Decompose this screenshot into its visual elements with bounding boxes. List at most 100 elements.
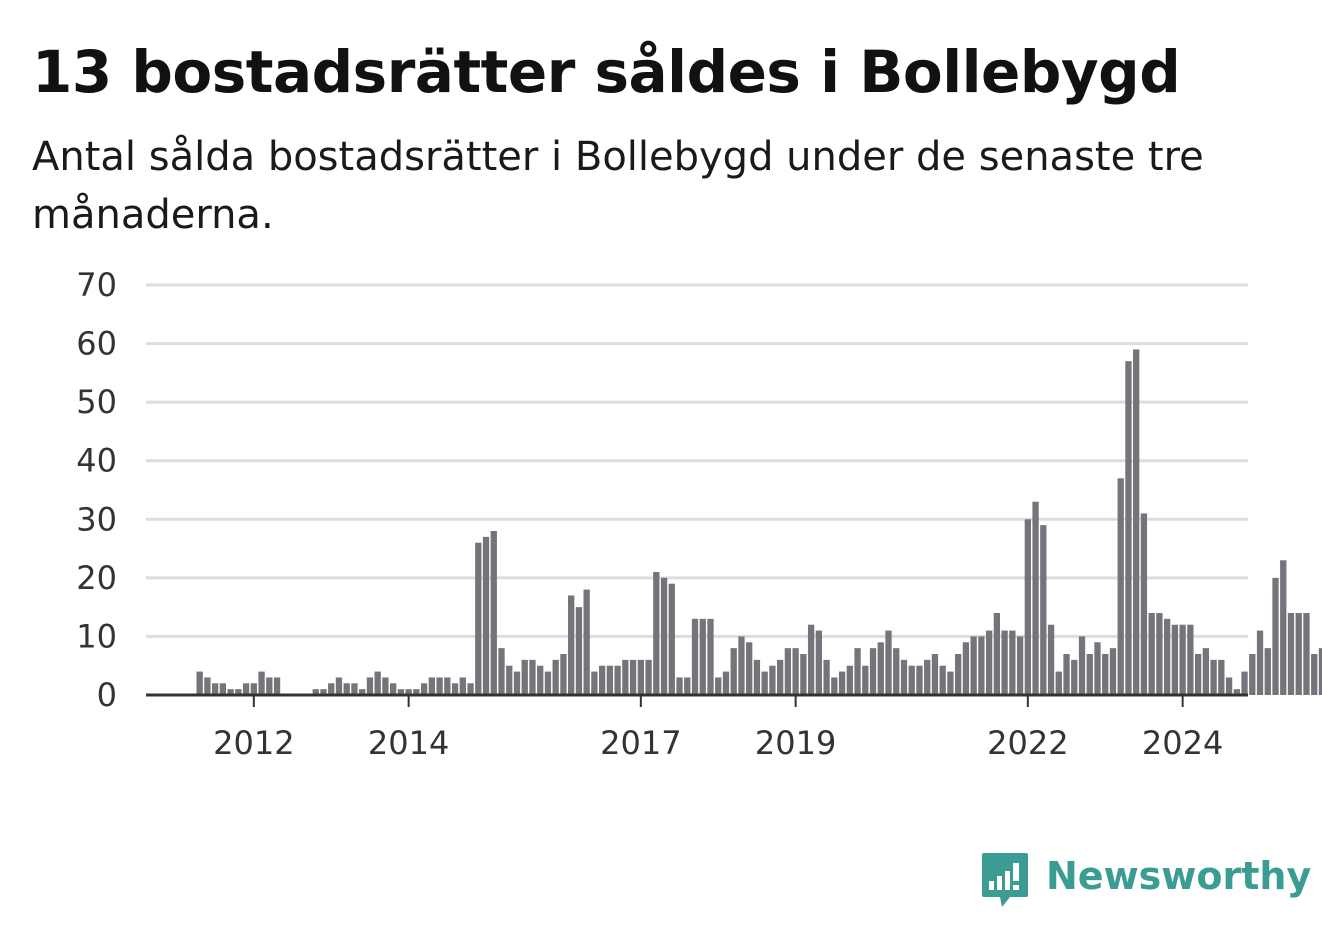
bar [227,689,234,695]
bar [777,659,784,695]
bar [1249,654,1256,695]
bar [444,677,451,695]
bar [258,671,265,695]
bar [266,677,273,695]
bar [1078,636,1086,695]
bar [831,677,838,695]
bar [885,630,892,695]
bar [637,659,644,695]
bar [746,642,753,695]
bar [475,542,482,695]
bar [1311,654,1318,695]
bar [854,648,861,695]
bar [1133,349,1140,695]
bar [1071,659,1078,695]
bar [1218,659,1225,695]
bar [807,624,815,695]
bar [196,671,203,695]
bar [1241,671,1248,695]
bar [1001,630,1008,695]
bar [459,677,466,695]
bar [1140,513,1148,695]
y-tick-label: 50 [76,383,117,421]
bar [1303,613,1310,695]
bar [769,665,776,695]
bar [1179,624,1186,695]
bar [784,648,792,695]
bar [328,683,335,695]
bar [575,607,583,695]
bar [606,665,614,695]
y-tick-label: 60 [76,325,117,363]
bar [598,665,606,695]
bar [970,636,977,695]
newsworthy-logo: Newsworthy [980,850,1311,910]
bar [985,630,993,695]
bar [862,665,869,695]
y-tick-label: 30 [76,500,117,538]
bar [436,677,443,695]
bar [537,665,544,695]
bar [846,665,853,695]
bar [800,654,807,695]
bar [653,572,660,695]
bar [978,636,985,695]
bar [544,671,552,695]
chart-subtitle: Antal sålda bostadsrätter i Bollebygd un… [32,134,1204,238]
bar [722,671,730,695]
bar [1009,630,1016,695]
bar [916,665,923,695]
bar [219,683,227,695]
bar [397,689,405,695]
bar [1102,654,1109,695]
bar [591,671,598,695]
bar [939,665,946,695]
bar [691,618,699,695]
bar [1032,501,1039,695]
bar [1225,677,1233,695]
bar [993,613,1001,695]
bar [629,659,637,695]
bar [877,642,884,695]
bar [235,689,242,695]
bar [359,689,366,695]
bar [823,659,830,695]
bar [900,659,908,695]
bar [893,648,900,695]
bar [730,648,737,695]
bar [738,636,745,695]
bar [1287,613,1295,695]
bar [1047,624,1055,695]
bar [1233,689,1240,695]
bar [529,659,536,695]
bar [645,659,652,695]
y-tick-label: 70 [76,266,117,304]
brand-name: Newsworthy [1046,854,1312,898]
chart-title: 13 bostadsrätter såldes i Bollebygd [32,38,1181,106]
bar [792,648,799,695]
bar [622,659,629,695]
bar [560,654,567,695]
bar [869,648,877,695]
y-tick-label: 40 [76,442,117,480]
bar [947,671,954,695]
bar [335,677,343,695]
bar [428,677,435,695]
bar [513,671,521,695]
bar [924,659,931,695]
y-axis-ticks: 0 10 20 30 40 50 60 70 [76,266,117,714]
bar [506,665,513,695]
bar [552,659,559,695]
bar [351,683,358,695]
bar [1264,648,1271,695]
bar [366,677,374,695]
bar [1148,613,1155,695]
bar [390,683,397,695]
bar [568,595,575,695]
bar [931,654,939,695]
bar [815,630,822,695]
bar [1125,361,1132,695]
bar [1187,624,1194,695]
bar [250,683,257,695]
x-tick-label: 2022 [987,724,1068,762]
